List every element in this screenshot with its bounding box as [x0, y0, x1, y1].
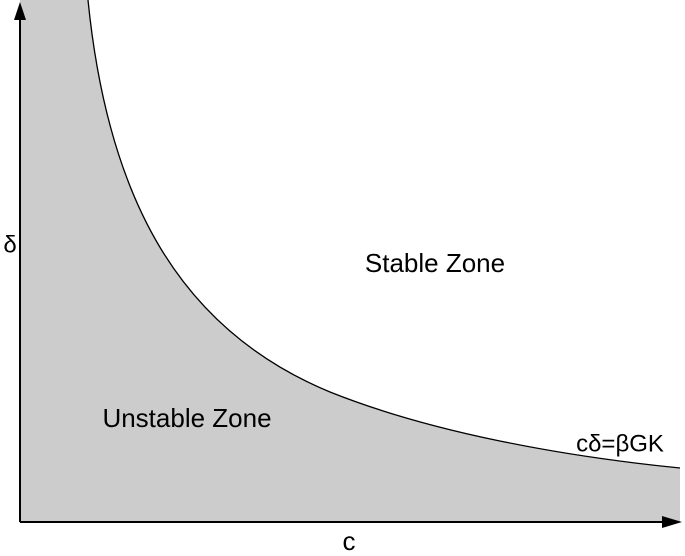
boundary-curve: [87, 0, 681, 469]
y-axis-label: δ: [3, 231, 16, 258]
y-axis-arrow: [14, 2, 26, 20]
unstable-region: [20, 0, 680, 522]
x-axis-arrow: [662, 516, 682, 528]
x-axis-label: c: [343, 526, 356, 556]
unstable-zone-label: Unstable Zone: [102, 403, 271, 433]
curve-label: cδ=βGK: [576, 430, 664, 457]
stable-zone-label: Stable Zone: [365, 248, 505, 278]
